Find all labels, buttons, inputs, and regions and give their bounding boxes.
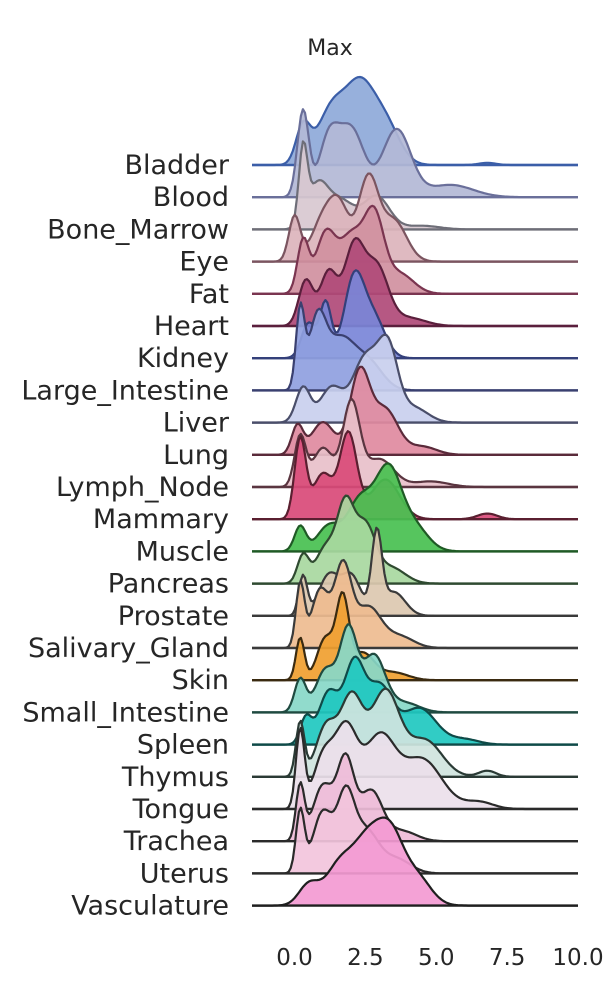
x-tick-label: 2.5 xyxy=(347,945,384,971)
ridge-fill-lung xyxy=(252,366,578,455)
y-label-bone-marrow: Bone_Marrow xyxy=(47,214,229,245)
y-label-large-intestine: Large_Intestine xyxy=(21,375,229,406)
x-tick-label: 0.0 xyxy=(276,945,313,971)
y-label-muscle: Muscle xyxy=(136,536,229,567)
ridge-fill-pancreas xyxy=(252,495,578,584)
x-tick-label: 5.0 xyxy=(418,945,455,971)
y-label-fat: Fat xyxy=(189,279,229,310)
y-label-lung: Lung xyxy=(163,440,229,471)
y-label-spleen: Spleen xyxy=(137,730,229,761)
y-label-mammary: Mammary xyxy=(93,504,229,535)
ridge-fill-heart xyxy=(252,238,578,326)
y-label-small-intestine: Small_Intestine xyxy=(22,697,229,728)
x-ticks: 0.0 2.5 5.0 7.5 10.0 xyxy=(276,945,603,971)
y-label-bladder: Bladder xyxy=(124,150,229,181)
y-label-kidney: Kidney xyxy=(137,343,229,374)
y-label-thymus: Thymus xyxy=(121,762,229,793)
y-label-prostate: Prostate xyxy=(118,601,229,632)
y-label-skin: Skin xyxy=(172,665,229,696)
y-label-liver: Liver xyxy=(163,408,230,439)
x-tick-label: 7.5 xyxy=(489,945,526,971)
y-label-lymph-node: Lymph_Node xyxy=(56,472,229,503)
y-label-vasculature: Vasculature xyxy=(71,891,229,922)
y-labels: BladderBloodBone_MarrowEyeFatHeartKidney… xyxy=(21,150,230,922)
x-tick-label: 10.0 xyxy=(552,945,603,971)
ridges-group xyxy=(252,75,578,907)
ridge-fill-mammary xyxy=(252,431,578,520)
y-label-tongue: Tongue xyxy=(132,794,229,825)
ridge-fill-uterus xyxy=(252,785,578,874)
y-label-blood: Blood xyxy=(153,182,229,213)
ridge-fill-lymph-node xyxy=(252,399,578,487)
y-label-salivary-gland: Salivary_Gland xyxy=(28,633,229,664)
y-label-pancreas: Pancreas xyxy=(108,569,229,600)
y-label-heart: Heart xyxy=(154,311,229,342)
y-label-eye: Eye xyxy=(179,247,229,278)
y-label-trachea: Trachea xyxy=(123,826,229,857)
ridge-fill-vasculature xyxy=(252,817,578,906)
ridge-fill-blood xyxy=(252,109,578,198)
y-label-uterus: Uterus xyxy=(140,858,229,889)
ridge-fill-skin xyxy=(252,592,578,681)
ridge-fill-liver xyxy=(252,334,578,423)
chart-title: Max xyxy=(307,36,352,61)
ridge-fill-large-intestine xyxy=(252,302,578,391)
